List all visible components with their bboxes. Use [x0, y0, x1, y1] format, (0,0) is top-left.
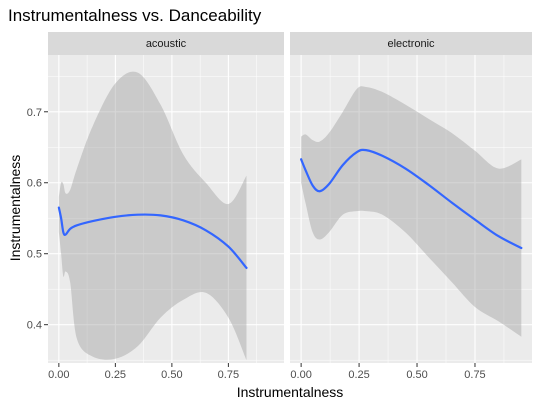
facet-strip-label: electronic — [387, 38, 435, 50]
x-tick-label: 0.25 — [105, 369, 126, 381]
trend-line-acoustic — [57, 206, 248, 269]
facet-strip-label: acoustic — [146, 38, 187, 50]
y-tick-label: 0.6 — [27, 178, 42, 190]
facet-strip — [48, 32, 284, 55]
x-tick-label: 0.75 — [464, 369, 485, 381]
confidence-band-electronic — [301, 86, 522, 337]
facet-panels: acoustic electronic — [48, 32, 532, 363]
x-tick-label: 0.75 — [218, 369, 239, 381]
y-axis: 0.4 0.5 0.6 0.7 — [27, 107, 48, 332]
trend-line-electronic — [300, 148, 523, 250]
x-axis-title: Instrumentalness — [237, 384, 344, 400]
facet-panel-electronic: electronic — [290, 32, 532, 363]
y-tick-label: 0.7 — [27, 107, 42, 119]
x-tick-label: 0.25 — [348, 369, 369, 381]
x-axes: 0.00 0.25 0.50 0.75 0.00 0.25 0.50 0.75 — [48, 363, 486, 381]
x-tick-label: 0.00 — [48, 369, 69, 381]
confidence-band-acoustic — [58, 71, 247, 361]
facet-panel-acoustic: acoustic — [48, 32, 284, 363]
y-tick-label: 0.5 — [27, 249, 42, 261]
chart-title: Instrumentalness vs. Danceability — [8, 6, 262, 25]
x-tick-label: 0.50 — [406, 369, 427, 381]
y-tick-label: 0.4 — [27, 320, 42, 332]
facet-strip — [290, 32, 532, 55]
x-tick-label: 0.00 — [290, 369, 311, 381]
x-tick-label: 0.50 — [161, 369, 182, 381]
y-axis-title: Instrumentalness — [7, 155, 23, 262]
